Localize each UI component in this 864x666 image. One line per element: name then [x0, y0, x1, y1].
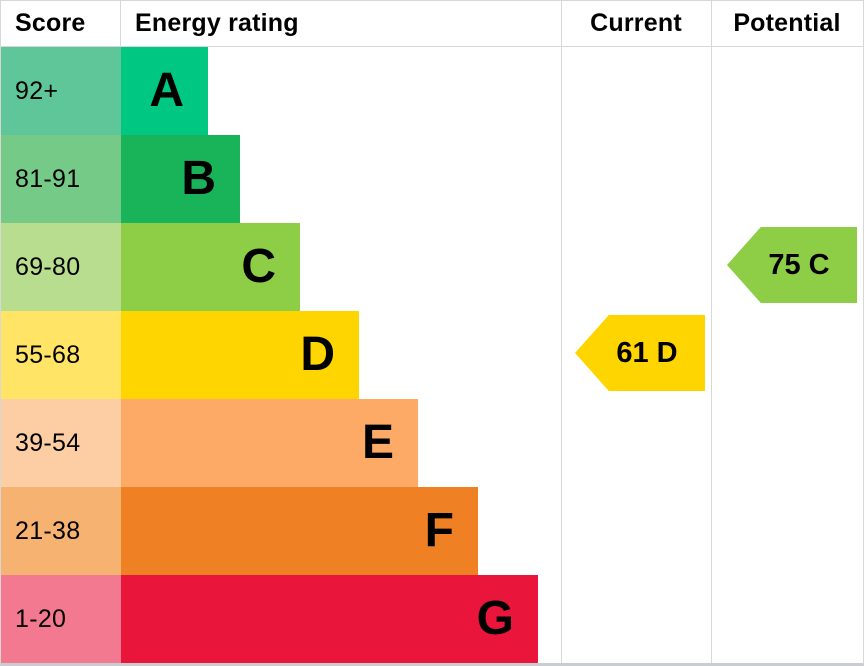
rating-bar: A [121, 47, 208, 135]
rating-bar: G [121, 575, 538, 663]
score-label: 81-91 [15, 164, 81, 193]
rating-letter: A [149, 64, 184, 117]
potential-column-header: Potential [733, 9, 841, 37]
chart-header-row: Score Energy rating Current Potential [1, 1, 863, 47]
rating-bar: C [121, 223, 300, 311]
score-cell: 81-91 [1, 135, 121, 223]
band-row: 39-54 E [1, 399, 863, 487]
rating-bar: B [121, 135, 240, 223]
column-divider-energy-current [561, 1, 562, 663]
score-label: 21-38 [15, 516, 81, 545]
score-label: 92+ [15, 76, 59, 105]
score-label: 1-20 [15, 604, 67, 633]
score-label: 39-54 [15, 428, 81, 457]
potential-rating-label: 75 C [768, 248, 830, 281]
band-rows: 92+ A 81-91 B 69-80 C 55-68 D 39-54 [1, 47, 863, 663]
band-row: 1-20 G [1, 575, 863, 663]
rating-letter: D [300, 328, 335, 381]
rating-letter: G [476, 592, 514, 645]
current-column-header: Current [590, 9, 682, 37]
rating-letter: B [181, 152, 216, 205]
score-cell: 69-80 [1, 223, 121, 311]
score-label: 55-68 [15, 340, 81, 369]
score-cell: 39-54 [1, 399, 121, 487]
column-divider-current-potential [711, 1, 712, 663]
current-rating-label: 61 D [616, 336, 678, 369]
rating-letter: E [361, 416, 394, 469]
score-cell: 55-68 [1, 311, 121, 399]
band-row: 21-38 F [1, 487, 863, 575]
score-column-header: Score [1, 1, 121, 46]
rating-letter: C [241, 240, 276, 293]
band-row: 55-68 D [1, 311, 863, 399]
rating-letter: F [424, 504, 454, 557]
band-row: 92+ A [1, 47, 863, 135]
score-cell: 92+ [1, 47, 121, 135]
band-row: 81-91 B [1, 135, 863, 223]
score-cell: 21-38 [1, 487, 121, 575]
rating-bar: E [121, 399, 418, 487]
rating-bar: D [121, 311, 359, 399]
energy-rating-column-header: Energy rating [135, 9, 299, 37]
band-row: 69-80 C [1, 223, 863, 311]
score-cell: 1-20 [1, 575, 121, 663]
rating-bar: F [121, 487, 478, 575]
score-label: 69-80 [15, 252, 81, 281]
